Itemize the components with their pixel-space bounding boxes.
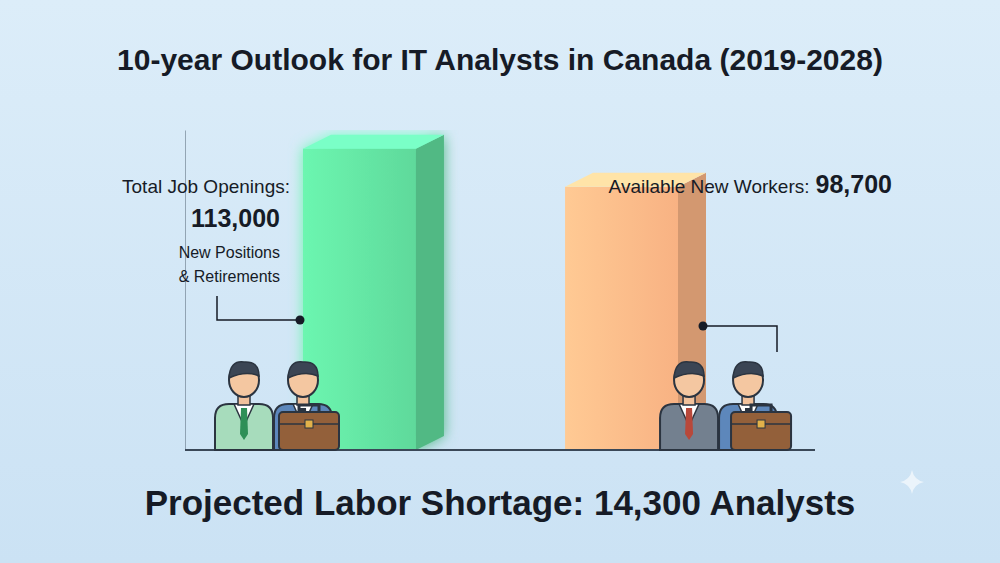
briefcase-icon: [279, 405, 339, 450]
category-label: Available New Workers:: [609, 176, 810, 197]
annotation-note-line: & Retirements: [179, 268, 280, 285]
briefcase-clasp: [305, 420, 313, 428]
annotation-note-line: New Positions: [179, 244, 280, 261]
bar-top: [303, 135, 444, 149]
person-body: [215, 404, 273, 450]
briefcase-handle: [751, 405, 771, 412]
person-hair: [733, 362, 763, 378]
person-hair: [674, 362, 704, 378]
leader-line: [217, 296, 300, 320]
person-hair: [288, 362, 318, 378]
briefcase-clasp: [757, 420, 765, 428]
chart-svg: 10-year Outlook for IT Analysts in Canad…: [0, 0, 1000, 563]
briefcase-handle: [299, 405, 319, 412]
bar-side: [416, 135, 444, 450]
person-tie: [240, 408, 248, 440]
person-tie: [685, 408, 693, 440]
chart-container: 10-year Outlook for IT Analysts in Canad…: [0, 0, 1000, 563]
sparkle: [900, 470, 924, 494]
category-label: Total Job Openings:: [122, 176, 290, 197]
briefcase-body: [731, 412, 791, 450]
briefcase-icon: [731, 405, 791, 450]
data-label: 113,000: [191, 204, 280, 232]
leader-dot: [699, 322, 708, 331]
annotation-note: New Positions & Retirements: [179, 244, 280, 285]
bar-group: [303, 135, 444, 450]
person-body: [660, 404, 718, 450]
data-label: 98,700: [816, 170, 892, 198]
bar-group: [565, 173, 706, 450]
briefcase-body: [279, 412, 339, 450]
category-value-label: Available New Workers: 98,700: [609, 170, 892, 198]
annotation-footer: Projected Labor Shortage: 14,300 Analyst…: [145, 483, 856, 522]
person-hair: [229, 362, 259, 378]
person-icon: [660, 362, 718, 450]
leader-line: [703, 326, 777, 352]
person-icon: [215, 362, 273, 450]
leader-dot: [296, 316, 305, 325]
background: [0, 0, 1000, 563]
chart-title: 10-year Outlook for IT Analysts in Canad…: [117, 43, 883, 76]
